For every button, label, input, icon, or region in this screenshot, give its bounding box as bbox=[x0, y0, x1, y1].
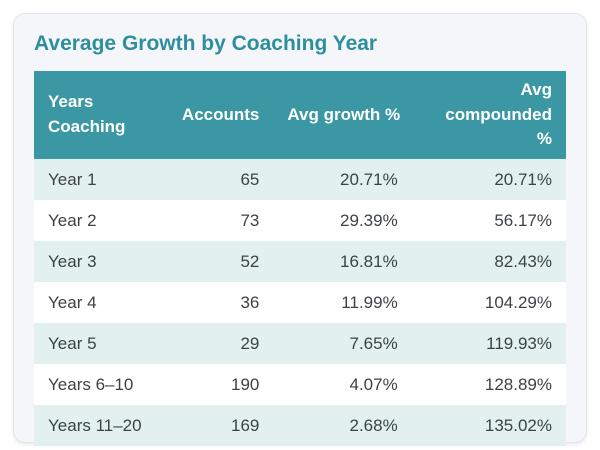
cell-avg-compounded: 104.29% bbox=[411, 282, 566, 324]
cell-avg-compounded: 20.71% bbox=[411, 159, 566, 201]
cell-avg-compounded: 135.02% bbox=[411, 405, 566, 447]
cell-accounts: 36 bbox=[167, 282, 274, 324]
cell-accounts: 65 bbox=[167, 159, 274, 201]
cell-years-coaching: Year 2 bbox=[34, 200, 167, 242]
page-title: Average Growth by Coaching Year bbox=[34, 32, 378, 55]
col-header-avg-growth: Avg growth % bbox=[273, 71, 412, 160]
cell-avg-growth: 20.71% bbox=[273, 159, 412, 201]
growth-card: Average Growth by Coaching Year Years Co… bbox=[13, 13, 587, 447]
cell-avg-growth: 7.65% bbox=[273, 323, 412, 365]
cell-accounts: 52 bbox=[167, 241, 274, 283]
table-row: Year 3 52 16.81% 82.43% bbox=[34, 241, 566, 283]
growth-table: Years Coaching Accounts Avg growth % Avg… bbox=[34, 71, 566, 447]
cell-avg-growth: 2.68% bbox=[273, 405, 412, 447]
table-row: Year 4 36 11.99% 104.29% bbox=[34, 282, 566, 324]
cell-years-coaching: Years 11–20 bbox=[34, 405, 167, 447]
table-row: Year 1 65 20.71% 20.71% bbox=[34, 159, 566, 201]
cell-years-coaching: Years 6–10 bbox=[34, 364, 167, 406]
cell-avg-growth: 29.39% bbox=[273, 200, 412, 242]
cell-avg-compounded: 128.89% bbox=[411, 364, 566, 406]
cell-accounts: 73 bbox=[167, 200, 274, 242]
cell-accounts: 169 bbox=[167, 405, 274, 447]
cell-avg-growth: 16.81% bbox=[273, 241, 412, 283]
cell-years-coaching: Year 5 bbox=[34, 323, 167, 365]
table-header-row: Years Coaching Accounts Avg growth % Avg… bbox=[34, 71, 566, 160]
col-header-avg-compounded: Avg compounded % bbox=[411, 71, 566, 160]
cell-avg-compounded: 56.17% bbox=[411, 200, 566, 242]
table-row: Year 5 29 7.65% 119.93% bbox=[34, 323, 566, 365]
cell-years-coaching: Year 3 bbox=[34, 241, 167, 283]
table-row: Year 2 73 29.39% 56.17% bbox=[34, 200, 566, 242]
col-header-accounts: Accounts bbox=[167, 71, 274, 160]
table-row: Years 11–20 169 2.68% 135.02% bbox=[34, 405, 566, 447]
cell-avg-compounded: 119.93% bbox=[411, 323, 566, 365]
cell-avg-growth: 4.07% bbox=[273, 364, 412, 406]
table-row: Years 6–10 190 4.07% 128.89% bbox=[34, 364, 566, 406]
cell-years-coaching: Year 4 bbox=[34, 282, 167, 324]
cell-accounts: 190 bbox=[167, 364, 274, 406]
cell-years-coaching: Year 1 bbox=[34, 159, 167, 201]
col-header-years-coaching: Years Coaching bbox=[34, 71, 167, 160]
cell-avg-compounded: 82.43% bbox=[411, 241, 566, 283]
cell-avg-growth: 11.99% bbox=[273, 282, 412, 324]
cell-accounts: 29 bbox=[167, 323, 274, 365]
